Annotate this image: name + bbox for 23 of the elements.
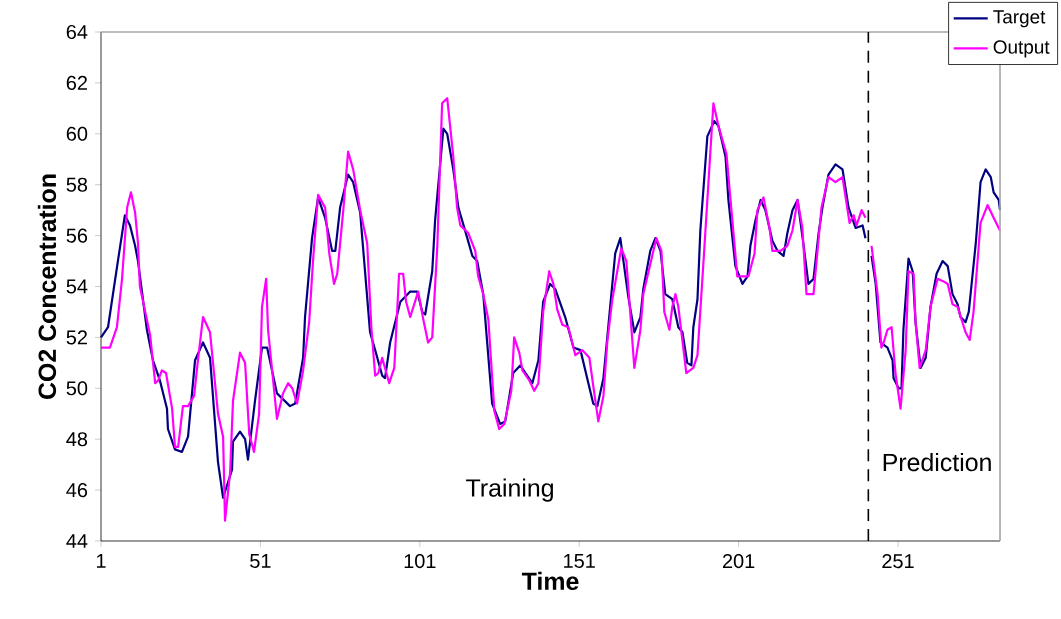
y-tick-label: 64: [66, 24, 88, 40]
y-axis-title: CO2 Concentration: [37, 174, 57, 399]
x-axis-title: Time: [521, 571, 579, 591]
y-tick-label: 54: [66, 279, 88, 294]
y-tick-label: 56: [66, 228, 88, 243]
y-tick-label: 62: [66, 75, 87, 90]
y-tick-label: 60: [66, 126, 88, 141]
x-tick-label: 151: [564, 554, 595, 568]
legend-label: Output: [993, 40, 1050, 58]
x-tick-label: 251: [882, 554, 914, 569]
x-tick-label: 1: [96, 554, 106, 568]
y-tick-label: 46: [66, 483, 88, 498]
y-tick-label: 48: [66, 432, 88, 447]
annotation: Prediction: [883, 452, 991, 472]
legend-label: Target: [993, 10, 1046, 28]
y-tick-label: 50: [66, 381, 88, 396]
y-tick-label: 44: [66, 534, 88, 548]
annotation: Training: [466, 478, 553, 502]
x-tick-label: 201: [722, 554, 755, 569]
y-tick-label: 52: [66, 330, 87, 345]
x-tick-label: 51: [250, 554, 271, 568]
y-tick-label: 58: [66, 177, 88, 192]
x-tick-label: 101: [404, 554, 436, 569]
